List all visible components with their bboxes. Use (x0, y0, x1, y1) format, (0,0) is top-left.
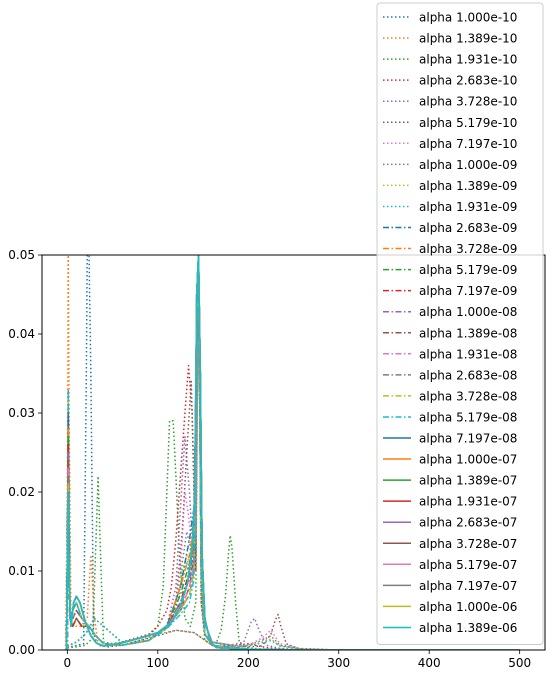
y-tick-label: 0.04 (8, 327, 35, 341)
legend-label: alpha 1.389e-06 (419, 621, 517, 635)
x-axis: 0 100 200 300 400 500 (64, 650, 531, 670)
legend-label: alpha 5.179e-09 (419, 263, 517, 277)
plot-frame (41, 254, 546, 651)
legend-label: alpha 1.000e-06 (419, 600, 517, 614)
legend-label: alpha 2.683e-10 (419, 74, 517, 88)
series-line-4 (67, 255, 520, 650)
y-tick-label: 0.03 (8, 406, 35, 420)
legend-label: alpha 1.931e-09 (419, 200, 517, 214)
legend-label: alpha 1.931e-08 (419, 347, 517, 361)
legend-label: alpha 5.179e-10 (419, 116, 517, 130)
legend: alpha 1.000e-10 alpha 1.389e-10 alpha 1.93… (376, 2, 544, 645)
legend-label: alpha 3.728e-07 (419, 537, 517, 551)
legend-label: alpha 1.000e-07 (419, 453, 517, 467)
legend-label: alpha 5.179e-08 (419, 410, 517, 424)
legend-label: alpha 2.683e-09 (419, 221, 517, 235)
x-tick-label: 0 (64, 656, 72, 670)
x-tick-label: 500 (508, 656, 531, 670)
y-tick-label: 0.02 (8, 485, 35, 499)
legend-label: alpha 1.000e-10 (419, 11, 517, 25)
legend-label: alpha 2.683e-08 (419, 368, 517, 382)
legend-label: alpha 7.197e-08 (419, 432, 517, 446)
y-axis: 0.00 0.01 0.02 0.03 0.04 0.05 (8, 248, 42, 657)
y-tick-label: 0.05 (8, 248, 35, 262)
series-line-9 (67, 255, 520, 650)
series-line-30 (65, 255, 520, 650)
y-tick-label: 0.01 (8, 564, 35, 578)
legend-label: alpha 3.728e-10 (419, 95, 517, 109)
legend-label: alpha 1.931e-07 (419, 495, 517, 509)
legend-label: alpha 1.389e-07 (419, 474, 517, 488)
legend-label: alpha 7.197e-09 (419, 284, 517, 298)
legend-label: alpha 1.389e-09 (419, 179, 517, 193)
y-tick-label: 0.00 (8, 643, 35, 657)
legend-label: alpha 1.000e-09 (419, 158, 517, 172)
legend-label: alpha 7.197e-10 (419, 137, 517, 151)
series-layer (64, 255, 520, 650)
x-tick-label: 200 (237, 656, 260, 670)
legend-label: alpha 3.728e-09 (419, 242, 517, 256)
legend-box (376, 2, 544, 645)
legend-label: alpha 1.000e-08 (419, 305, 517, 319)
x-tick-label: 300 (327, 656, 350, 670)
x-tick-label: 100 (146, 656, 169, 670)
series-line-3 (67, 255, 520, 650)
legend-label: alpha 1.389e-10 (419, 32, 517, 46)
legend-label: alpha 5.179e-07 (419, 558, 517, 572)
legend-label: alpha 2.683e-07 (419, 516, 517, 530)
legend-label: alpha 1.389e-08 (419, 326, 517, 340)
legend-label: alpha 1.931e-10 (419, 53, 517, 67)
legend-label: alpha 7.197e-07 (419, 579, 517, 593)
legend-label: alpha 3.728e-08 (419, 389, 517, 403)
x-tick-label: 400 (418, 656, 441, 670)
series-line-1 (67, 255, 520, 650)
